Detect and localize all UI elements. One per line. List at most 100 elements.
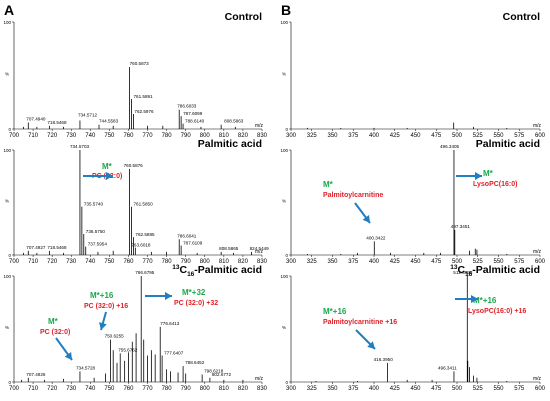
peak-label: 750.6255 [105, 334, 125, 339]
x-tick-label: 790 [181, 133, 192, 139]
peak-label: 802.6772 [212, 372, 232, 377]
spectrum-title: 13C16-Palmitic acid [450, 264, 540, 278]
x-tick-label: 810 [219, 133, 230, 139]
x-tick-label: 720 [47, 386, 58, 392]
spectrum-title: Palmitic acid [198, 138, 262, 150]
annotation-green-label: M*+16 [473, 296, 497, 305]
y-tick-label: 0 [285, 380, 288, 385]
y-axis-label: % [282, 72, 286, 77]
y-tick-label: 100 [280, 274, 288, 279]
peak-label: 762.5976 [134, 109, 154, 114]
peak-label: 777.6407 [164, 351, 184, 356]
peak-label: 734.5728 [76, 365, 96, 370]
annotation-red-label: Palmitoylcarnitine [323, 192, 383, 199]
annotation-green-label: M*+16 [90, 291, 114, 300]
x-tick-label: 475 [431, 133, 442, 139]
x-tick-label: 400 [369, 133, 380, 139]
x-tick-label: 800 [200, 259, 211, 265]
peak-label: 824.5449 [250, 246, 270, 251]
spectrum-title: 13C16-Palmitic acid [172, 264, 262, 278]
x-tick-label: 730 [66, 133, 77, 139]
peak-label: 736.5750 [86, 229, 106, 234]
annotation-arrow-head [367, 341, 375, 349]
peak-label: 786.6041 [177, 233, 197, 238]
peak-label: 744.5583 [99, 119, 119, 124]
x-tick-label: 710 [28, 386, 39, 392]
x-axis-label: m/z [255, 249, 264, 255]
peak-label: 718.5468 [47, 120, 67, 125]
x-tick-label: 600 [535, 259, 546, 265]
annotation-red-label: LysoPC(16:0) +16 [468, 308, 526, 315]
y-tick-label: 0 [8, 127, 11, 132]
peak-label: 776.6413 [160, 321, 180, 326]
x-tick-label: 525 [473, 133, 484, 139]
spectrum-a-1: 0 100% 700 710 720 730 740 750 760 770 780 790 800 81… [3, 11, 267, 139]
x-tick-label: 350 [327, 133, 338, 139]
y-axis-label: % [282, 325, 286, 330]
x-tick-label: 720 [47, 133, 58, 139]
peak-label: 400.3422 [366, 235, 386, 240]
peak-label: 808.5865 [219, 246, 239, 251]
x-tick-label: 830 [257, 386, 268, 392]
x-tick-label: 760 [123, 133, 134, 139]
annotation-red-label: Palmitoylcarnitine +16 [323, 319, 397, 326]
x-tick-label: 350 [327, 386, 338, 392]
x-tick-label: 830 [257, 259, 268, 265]
peak-label: 762.5885 [135, 232, 155, 237]
peak-label: 766.6795 [135, 270, 155, 275]
x-tick-label: 700 [9, 133, 20, 139]
x-tick-label: 375 [348, 386, 359, 392]
annotation-green-label: M* [102, 162, 113, 171]
x-tick-label: 730 [66, 386, 77, 392]
y-tick-label: 0 [285, 253, 288, 258]
x-tick-label: 820 [238, 386, 249, 392]
peak-label: 788.6140 [185, 119, 205, 124]
peak-label: 734.5712 [78, 112, 98, 117]
x-tick-label: 550 [493, 133, 504, 139]
x-tick-label: 500 [452, 386, 463, 392]
y-axis-label: % [5, 199, 9, 204]
x-tick-label: 450 [410, 133, 421, 139]
x-tick-label: 475 [431, 386, 442, 392]
x-axis-label: m/z [533, 249, 542, 255]
x-tick-label: 700 [9, 386, 20, 392]
x-tick-label: 800 [200, 386, 211, 392]
x-tick-label: 750 [104, 386, 115, 392]
y-tick-label: 0 [8, 380, 11, 385]
annotation-red-label: PC (32:0) +32 [174, 300, 218, 307]
spectrum-b-1: 0 100% 300 325 350 375 400 425 450 475 500 525 550 57… [280, 11, 545, 139]
peak-label: 707.4940 [26, 117, 46, 122]
x-tick-label: 350 [327, 259, 338, 265]
x-tick-label: 810 [219, 386, 230, 392]
x-tick-label: 375 [348, 259, 359, 265]
x-tick-label: 820 [238, 133, 249, 139]
x-axis-label: m/z [255, 123, 264, 129]
x-tick-label: 600 [535, 386, 546, 392]
peak-label: 808.5863 [224, 119, 244, 124]
x-tick-label: 710 [28, 133, 39, 139]
x-tick-label: 325 [307, 133, 318, 139]
x-tick-label: 780 [162, 133, 173, 139]
y-axis-label: % [5, 325, 9, 330]
x-tick-label: 800 [200, 133, 211, 139]
x-tick-label: 450 [410, 386, 421, 392]
x-tick-label: 300 [286, 259, 297, 265]
x-tick-label: 760 [123, 386, 134, 392]
peak-label: 496.3405 [440, 144, 460, 149]
x-tick-label: 400 [369, 259, 380, 265]
peak-label: 761.5850 [133, 202, 153, 207]
x-tick-label: 525 [473, 259, 484, 265]
annotation-arrow-head [64, 351, 72, 360]
x-tick-label: 575 [514, 133, 525, 139]
annotation-green-label: M* [483, 169, 494, 178]
y-axis-label: % [5, 72, 9, 77]
x-tick-label: 830 [257, 133, 268, 139]
annotation-green-label: M*+32 [182, 288, 206, 297]
peak-label: 416.3950 [374, 357, 394, 362]
x-tick-label: 425 [390, 259, 401, 265]
x-tick-label: 525 [473, 386, 484, 392]
x-tick-label: 475 [431, 259, 442, 265]
x-tick-label: 450 [410, 259, 421, 265]
x-tick-label: 300 [286, 386, 297, 392]
